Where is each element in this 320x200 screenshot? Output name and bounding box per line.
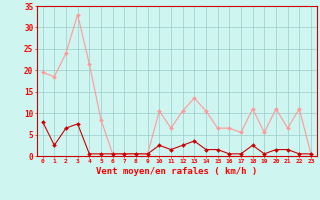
X-axis label: Vent moyen/en rafales ( km/h ): Vent moyen/en rafales ( km/h ) <box>96 167 257 176</box>
